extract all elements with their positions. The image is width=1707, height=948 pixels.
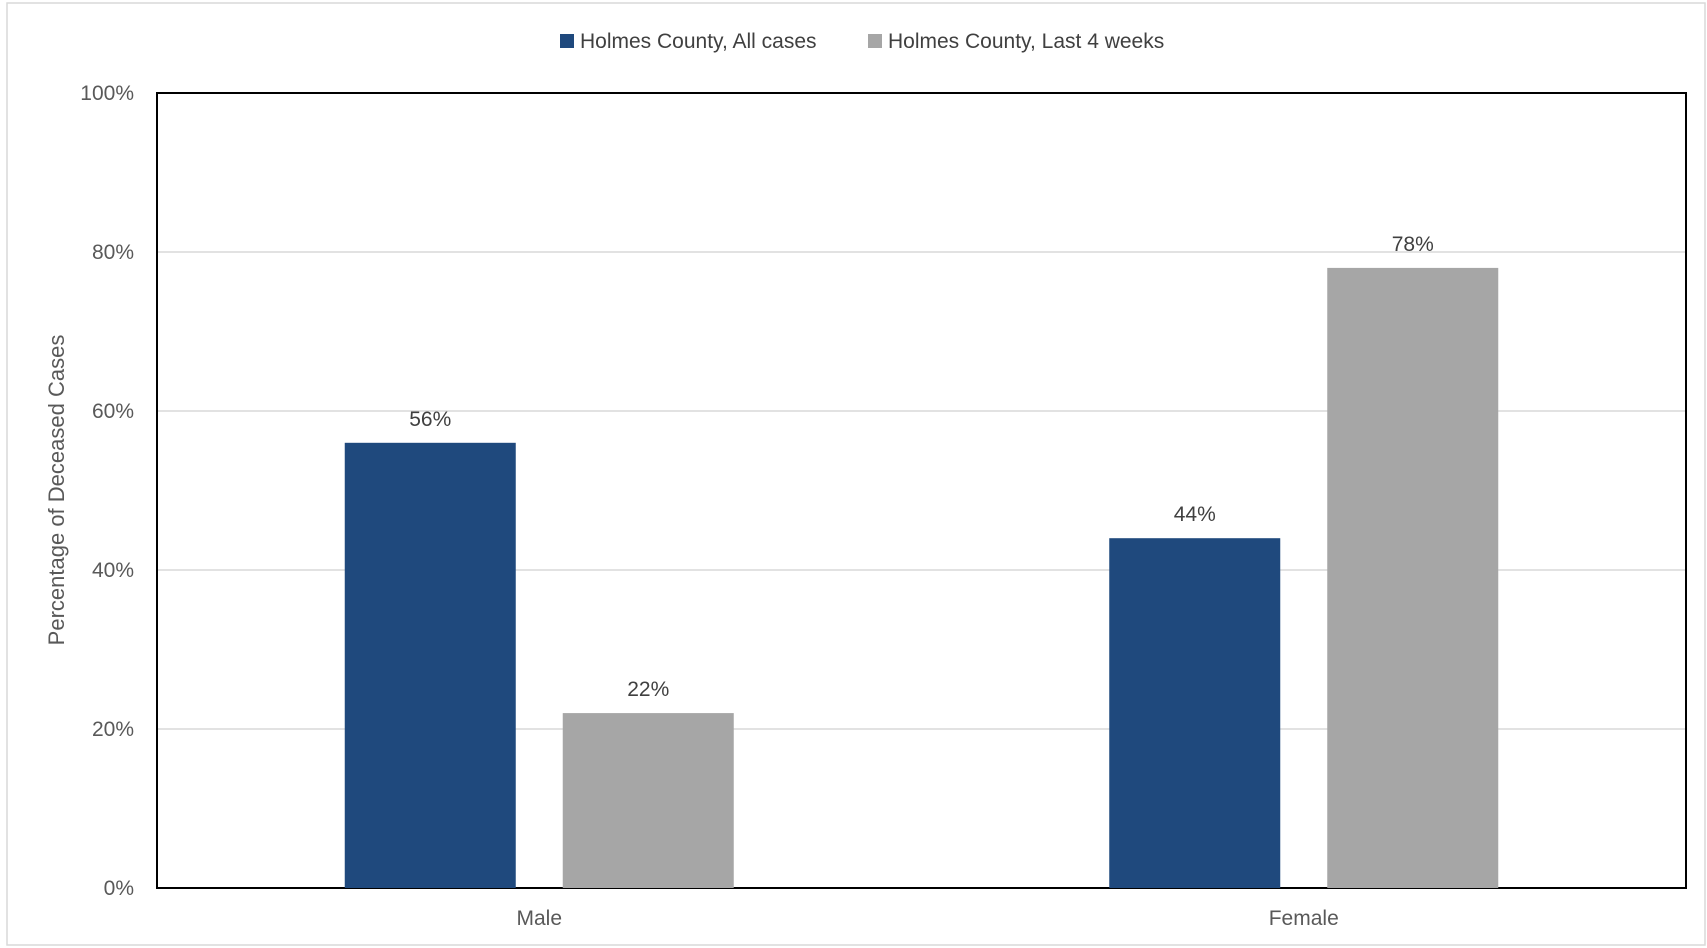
- y-tick-label: 0%: [104, 877, 134, 900]
- y-tick-label: 60%: [92, 400, 134, 423]
- data-labels: 56% 22% 44% 78%: [409, 233, 1434, 701]
- legend-label: Holmes County, Last 4 weeks: [888, 30, 1164, 53]
- data-label: 78%: [1392, 233, 1434, 256]
- y-tick-label: 80%: [92, 241, 134, 264]
- x-category-label: Male: [516, 907, 562, 930]
- y-axis-tick-labels: 0% 20% 40% 60% 80% 100%: [80, 82, 134, 900]
- bars: [344, 267, 1499, 888]
- x-category-label: Female: [1269, 907, 1339, 930]
- bar-male-series-2: [562, 713, 734, 888]
- data-label: 56%: [409, 408, 451, 431]
- data-label: 22%: [627, 678, 669, 701]
- plot-area-border: [156, 92, 1687, 889]
- x-axis-category-labels: Male Female: [516, 907, 1338, 930]
- y-tick-label: 20%: [92, 718, 134, 741]
- legend-swatch: [868, 34, 882, 48]
- bar-male-series-1: [344, 442, 516, 888]
- legend-swatch: [560, 34, 574, 48]
- legend-label: Holmes County, All cases: [580, 30, 817, 53]
- bar-female-series-2: [1327, 267, 1499, 888]
- y-tick-label: 40%: [92, 559, 134, 582]
- data-label: 44%: [1174, 503, 1216, 526]
- y-tick-label: 100%: [80, 82, 134, 105]
- legend: Holmes County, All cases Holmes County, L…: [560, 30, 1164, 53]
- y-axis-title: Percentage of Deceased Cases: [44, 335, 69, 646]
- bar-female-series-1: [1109, 538, 1281, 888]
